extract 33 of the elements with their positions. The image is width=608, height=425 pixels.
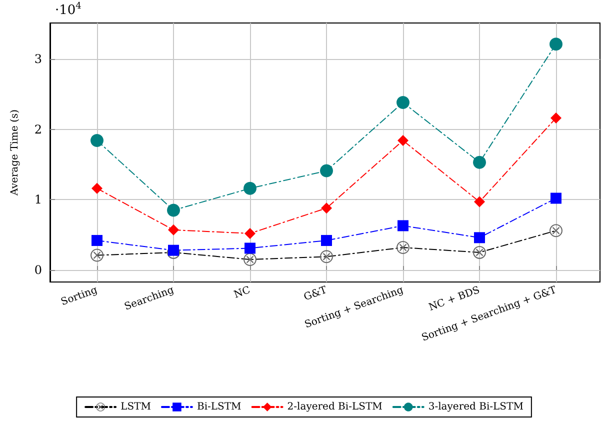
point: [550, 112, 562, 124]
point: [168, 224, 179, 236]
point: [473, 156, 486, 169]
legend-label: Bi-LSTM: [196, 402, 242, 412]
point: [244, 182, 256, 195]
point: [92, 182, 102, 194]
x-tick-label: G&T: [302, 284, 329, 304]
point: [167, 204, 180, 217]
point: [398, 220, 408, 232]
point: [168, 244, 179, 256]
point: [550, 38, 562, 51]
y-axis-title: Average Time (s): [10, 109, 20, 197]
point: [474, 196, 485, 208]
point: [244, 242, 256, 254]
y-tick-label: 1: [34, 192, 42, 207]
point: [398, 135, 408, 146]
point: [396, 96, 410, 110]
point: [474, 232, 485, 244]
point: [550, 192, 562, 204]
legend-label: LSTM: [120, 402, 151, 412]
point: [321, 234, 332, 246]
point: [90, 134, 104, 148]
y-tick-label: 0: [34, 263, 42, 278]
point: [244, 228, 256, 239]
y-tick-label: 2: [34, 122, 42, 136]
legend-label: 2-layered Bi-LSTM: [287, 402, 382, 412]
y-tick-label: 3: [34, 52, 42, 66]
point: [321, 202, 332, 214]
x-tick-label: NC: [232, 284, 252, 301]
x-tick-label: NC + BDS: [427, 284, 482, 314]
point: [320, 164, 333, 178]
legend-label: 3-layered Bi-LSTM: [428, 402, 524, 412]
point: [92, 234, 102, 246]
